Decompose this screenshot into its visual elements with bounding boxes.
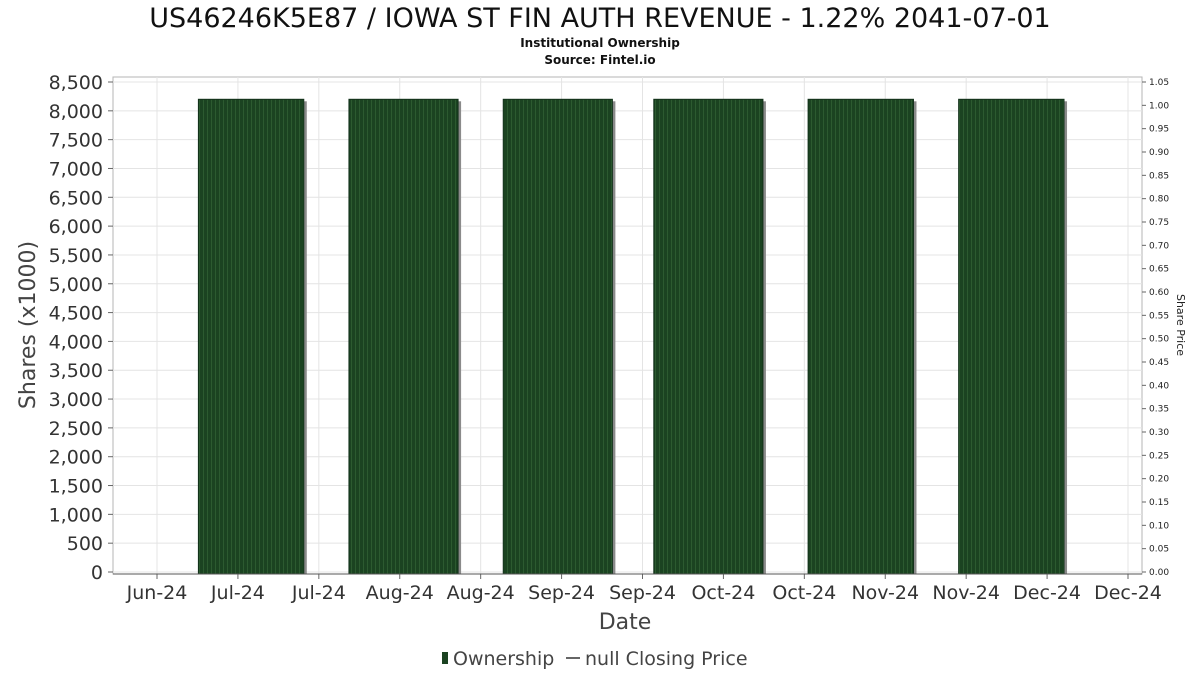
y-tick-label: 4,000 — [49, 331, 103, 353]
x-tick-label: Aug-24 — [366, 582, 434, 604]
ownership-bar — [807, 98, 914, 575]
y2-tick-label: 0.90 — [1149, 148, 1169, 158]
y-tick-label: 6,000 — [49, 216, 103, 238]
x-tick-label: Dec-24 — [1094, 582, 1162, 604]
y2-tick-label: 0.95 — [1149, 125, 1169, 135]
y-tick-label: 7,000 — [49, 158, 103, 180]
y-tick-label: 8,500 — [49, 72, 103, 94]
y-tick-label: 6,500 — [49, 187, 103, 209]
y2-tick-label: 0.10 — [1149, 521, 1169, 531]
x-tick-label: Jul-24 — [210, 582, 265, 604]
legend: Ownership null Closing Price — [442, 648, 748, 670]
chart-subtitle-line-2: Source: Fintel.io — [544, 53, 655, 67]
x-tick-label: Dec-24 — [1013, 582, 1081, 604]
legend-ownership-swatch — [442, 652, 448, 664]
y-tick-label: 1,000 — [49, 504, 103, 526]
y2-tick-label: 0.15 — [1149, 498, 1169, 508]
y-tick-label: 5,000 — [49, 274, 103, 296]
y-tick-label: 0 — [91, 562, 103, 584]
x-tick-label: Sep-24 — [528, 582, 595, 604]
y2-tick-label: 0.30 — [1149, 428, 1169, 438]
ownership-bar — [653, 98, 764, 575]
y2-tick-label: 0.00 — [1149, 568, 1169, 578]
y-tick-label: 8,000 — [49, 101, 103, 123]
legend-ownership-label: Ownership — [453, 648, 554, 670]
ownership-bar — [197, 98, 305, 575]
x-tick-label: Jul-24 — [291, 582, 346, 604]
y2-tick-label: 0.45 — [1149, 358, 1169, 368]
y2-tick-label: 0.65 — [1149, 265, 1169, 275]
y2-axis-ticks: 0.00 0.05 0.10 0.15 0.20 0.25 0.30 0.35 0.40 0.45… — [1142, 78, 1169, 578]
y2-tick-label: 0.80 — [1149, 195, 1169, 205]
y2-tick-label: 1.05 — [1149, 78, 1169, 88]
y-axis-label: Shares (x1000) — [16, 241, 41, 409]
bars-group — [197, 98, 1068, 575]
y2-tick-label: 1.00 — [1149, 101, 1169, 111]
ownership-bar — [502, 98, 613, 575]
y2-tick-label: 0.50 — [1149, 335, 1169, 345]
y2-tick-label: 0.75 — [1149, 218, 1169, 228]
y-tick-label: 5,500 — [49, 245, 103, 267]
y-tick-label: 2,500 — [49, 418, 103, 440]
y2-tick-label: 0.60 — [1149, 288, 1169, 298]
chart-title: US46246K5E87 / IOWA ST FIN AUTH REVENUE … — [149, 3, 1050, 34]
y-tick-label: 500 — [67, 533, 103, 555]
y2-tick-label: 0.35 — [1149, 405, 1169, 415]
y-tick-label: 1,500 — [49, 476, 103, 498]
x-tick-label: Nov-24 — [932, 582, 1000, 604]
y-tick-label: 7,500 — [49, 130, 103, 152]
x-axis-label: Date — [599, 610, 652, 635]
x-tick-label: Aug-24 — [447, 582, 515, 604]
y2-tick-label: 0.40 — [1149, 381, 1169, 391]
y2-tick-label: 0.05 — [1149, 545, 1169, 555]
x-axis-ticks: Jun-24 Jul-24 Jul-24 Aug-24 Aug-24 Sep-24 Sep-… — [126, 574, 1162, 604]
legend-price-label: null Closing Price — [585, 648, 748, 670]
ownership-bar — [348, 98, 459, 575]
y2-tick-label: 0.85 — [1149, 171, 1169, 181]
y-axis-ticks: 0 500 1,000 1,500 2,000 2,500 3,000 3,500 4,000 4… — [49, 72, 113, 584]
y2-tick-label: 0.55 — [1149, 311, 1169, 321]
y-tick-label: 4,500 — [49, 303, 103, 325]
y2-axis-label: Share Price — [1174, 294, 1187, 356]
x-tick-label: Jun-24 — [126, 582, 188, 604]
ownership-bar — [958, 98, 1065, 575]
y2-tick-label: 0.25 — [1149, 451, 1169, 461]
y2-tick-label: 0.70 — [1149, 241, 1169, 251]
x-tick-label: Oct-24 — [691, 582, 755, 604]
y-tick-label: 3,000 — [49, 389, 103, 411]
x-tick-label: Nov-24 — [851, 582, 919, 604]
y2-tick-label: 0.20 — [1149, 475, 1169, 485]
y-tick-label: 2,000 — [49, 447, 103, 469]
x-tick-label: Oct-24 — [772, 582, 836, 604]
chart-subtitle-line-1: Institutional Ownership — [520, 36, 680, 50]
x-tick-label: Sep-24 — [609, 582, 676, 604]
y-tick-label: 3,500 — [49, 360, 103, 382]
